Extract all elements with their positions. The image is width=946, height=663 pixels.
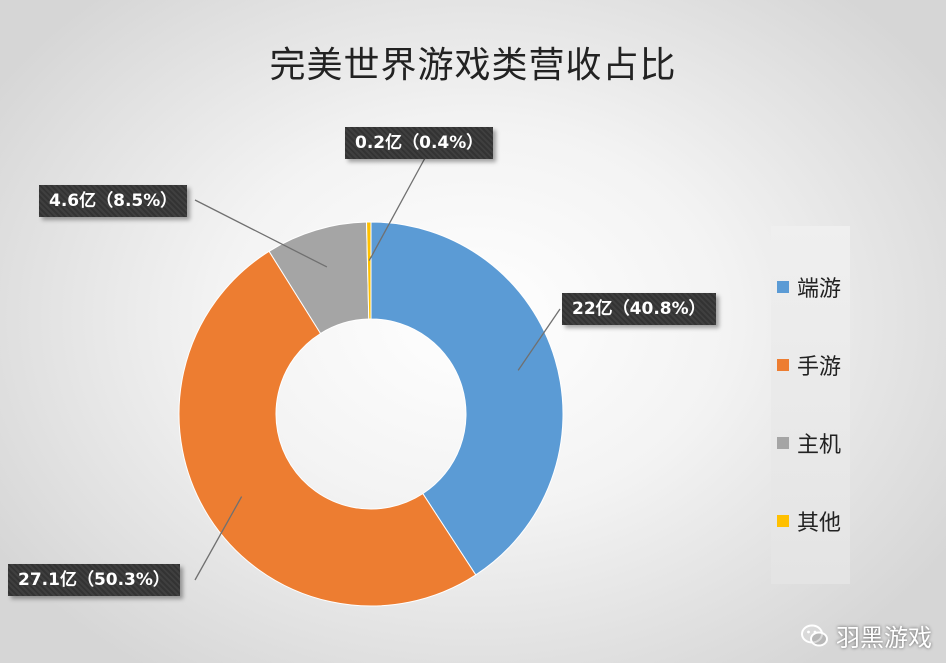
legend-item-duanyou: 端游 [777, 272, 841, 302]
data-label-duanyou: 22亿（40.8%） [562, 293, 716, 325]
data-label-shouyou: 27.1亿（50.3%） [8, 564, 180, 596]
legend-item-zhuji: 主机 [777, 428, 841, 458]
wechat-icon [801, 624, 828, 646]
leader-line-duanyou [517, 308, 561, 371]
legend-label: 其他 [797, 511, 842, 536]
watermark: 羽黑游戏 [800, 618, 932, 653]
chart-title: 完美世界游戏类营收占比 [269, 45, 677, 86]
legend-swatch [777, 359, 789, 371]
donut-slice-qita [366, 221, 372, 320]
leader-line-zhuji [194, 199, 328, 268]
leader-line-qita [368, 157, 426, 261]
leader-line-shouyou [194, 496, 243, 581]
legend-swatch [777, 281, 789, 293]
legend-swatch [777, 437, 789, 449]
data-label-qita: 0.2亿（0.4%） [345, 127, 494, 159]
watermark-text: 羽黑游戏 [836, 624, 932, 652]
legend-swatch [777, 515, 789, 527]
donut-slice-duanyou [370, 221, 564, 576]
legend-item-shouyou: 手游 [777, 350, 841, 380]
legend-item-qita: 其他 [777, 506, 841, 536]
data-label-zhuji: 4.6亿（8.5%） [39, 185, 188, 217]
legend-label: 端游 [797, 277, 842, 302]
legend: 端游 手游 主机 其他 [771, 226, 850, 584]
legend-label: 主机 [797, 433, 842, 458]
legend-label: 手游 [797, 355, 842, 380]
donut-slice-shouyou [178, 250, 477, 607]
